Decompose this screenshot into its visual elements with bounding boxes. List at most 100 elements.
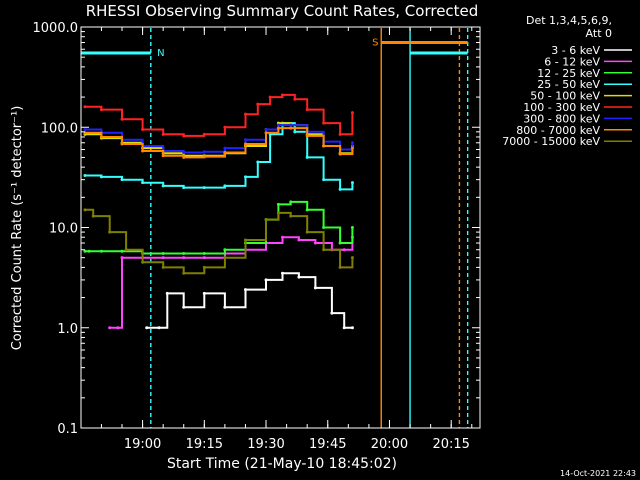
data-point bbox=[87, 249, 91, 253]
data-point bbox=[161, 256, 165, 260]
data-point bbox=[313, 241, 317, 245]
footer-date: 14-Oct-2021 22:43 bbox=[560, 469, 636, 478]
x-tick-label: 19:30 bbox=[247, 437, 284, 452]
data-point bbox=[276, 126, 280, 130]
data-point bbox=[124, 248, 128, 252]
data-point bbox=[350, 181, 354, 185]
data-point bbox=[165, 291, 169, 295]
data-point bbox=[202, 132, 206, 136]
plot-frame bbox=[80, 26, 481, 429]
data-point bbox=[223, 256, 227, 260]
data-point bbox=[120, 249, 124, 253]
data-point bbox=[141, 149, 145, 153]
data-point bbox=[243, 288, 247, 292]
data-point bbox=[223, 305, 227, 309]
legend-label: 7000 - 15000 keV bbox=[502, 135, 600, 148]
data-point bbox=[313, 286, 317, 290]
data-point bbox=[322, 226, 326, 229]
data-point bbox=[182, 155, 186, 159]
data-point bbox=[338, 132, 342, 136]
data-point bbox=[342, 248, 346, 252]
data-point bbox=[264, 131, 268, 135]
data-point bbox=[99, 175, 103, 179]
data-point bbox=[116, 326, 120, 330]
y-tick-label: 10.0 bbox=[49, 222, 78, 237]
data-point bbox=[83, 249, 87, 253]
data-point bbox=[161, 252, 165, 256]
data-point bbox=[223, 248, 227, 252]
data-point bbox=[161, 132, 165, 136]
data-point bbox=[280, 271, 284, 275]
flag-label: N bbox=[157, 48, 164, 59]
data-point bbox=[264, 278, 268, 282]
data-point bbox=[264, 127, 268, 131]
data-point bbox=[120, 256, 124, 260]
data-point bbox=[99, 249, 103, 253]
x-tick-label: 19:45 bbox=[309, 437, 346, 452]
legend-label: 50 - 100 keV bbox=[530, 90, 600, 103]
data-point bbox=[202, 186, 206, 190]
data-point bbox=[289, 200, 293, 204]
data-point bbox=[83, 105, 87, 109]
data-point bbox=[182, 305, 186, 309]
data-point bbox=[182, 134, 186, 138]
legend-label: 300 - 800 keV bbox=[523, 112, 600, 125]
data-point bbox=[256, 160, 260, 164]
data-point bbox=[293, 97, 297, 101]
y-tick-label: 100.0 bbox=[41, 121, 78, 136]
data-point bbox=[182, 252, 186, 256]
data-point bbox=[322, 121, 326, 125]
data-point bbox=[91, 214, 95, 218]
data-point bbox=[202, 291, 206, 295]
data-point bbox=[322, 144, 326, 148]
data-point bbox=[83, 127, 87, 131]
data-point bbox=[243, 142, 247, 146]
legend-label: 3 - 6 keV bbox=[551, 44, 600, 57]
data-point bbox=[350, 226, 354, 229]
x-tick-label: 20:15 bbox=[432, 437, 469, 452]
data-point bbox=[202, 150, 206, 154]
data-point bbox=[161, 265, 165, 269]
series-line bbox=[85, 93, 354, 137]
data-point bbox=[182, 271, 186, 275]
flag-label: S bbox=[372, 38, 378, 49]
data-point bbox=[297, 275, 301, 279]
data-point bbox=[120, 117, 124, 121]
data-point bbox=[305, 134, 309, 138]
x-tick-label: 19:15 bbox=[186, 437, 223, 452]
series-line bbox=[85, 127, 354, 159]
data-point bbox=[293, 130, 297, 134]
series-line bbox=[85, 122, 354, 191]
data-point bbox=[268, 95, 272, 99]
y-axis-label: Corrected Count Rate (s⁻¹ detector⁻¹) bbox=[10, 106, 25, 351]
data-point bbox=[305, 155, 309, 159]
data-point bbox=[338, 265, 342, 269]
data-point bbox=[202, 256, 206, 260]
data-point bbox=[350, 146, 354, 150]
data-point bbox=[223, 146, 227, 150]
data-point bbox=[243, 112, 247, 116]
data-point bbox=[120, 142, 124, 146]
data-point bbox=[305, 208, 309, 212]
data-point bbox=[145, 326, 149, 330]
x-axis-label: Start Time (21-May-10 18:45:02) bbox=[167, 456, 397, 472]
data-point bbox=[338, 152, 342, 156]
data-point bbox=[305, 108, 309, 112]
data-point bbox=[330, 311, 334, 315]
data-point bbox=[289, 123, 293, 127]
legend-label: 800 - 7000 keV bbox=[516, 124, 600, 137]
data-point bbox=[350, 141, 354, 145]
data-point bbox=[280, 235, 284, 239]
data-point bbox=[256, 102, 260, 106]
data-point bbox=[99, 135, 103, 139]
data-point bbox=[289, 214, 293, 218]
series-line bbox=[146, 272, 353, 329]
data-point bbox=[161, 184, 165, 188]
data-point bbox=[202, 155, 206, 159]
data-point bbox=[350, 326, 354, 330]
data-point bbox=[141, 260, 145, 264]
data-point bbox=[141, 127, 145, 131]
y-tick-label: 1000.0 bbox=[33, 21, 79, 36]
legend-header-line2: Att 0 bbox=[586, 27, 612, 40]
data-point bbox=[182, 256, 186, 260]
